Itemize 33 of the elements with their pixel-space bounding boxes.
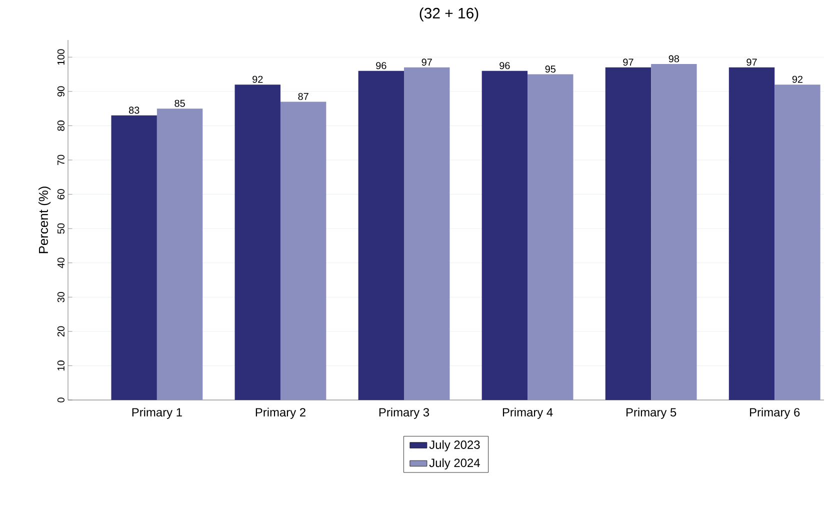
data-label: 95 <box>545 66 556 73</box>
x-tick-label: Primary 5 <box>626 408 676 419</box>
data-label: 97 <box>746 58 757 66</box>
y-tick-label: 90 <box>57 86 64 96</box>
legend-label: July 2024 <box>429 458 480 470</box>
y-tick-label: 30 <box>57 292 64 302</box>
data-label: 97 <box>422 58 432 66</box>
data-label: 87 <box>298 92 308 100</box>
legend-label: July 2023 <box>429 440 480 452</box>
y-tick-label: 70 <box>57 154 64 166</box>
data-label: 96 <box>376 62 386 70</box>
data-label: 92 <box>792 76 802 83</box>
x-tick-label: Primary 3 <box>379 408 430 419</box>
y-tick-label: 100 <box>57 49 64 65</box>
chart-title: (32 + 16) <box>420 8 478 22</box>
y-tick-label: 60 <box>57 189 64 200</box>
data-label: 83 <box>128 106 140 114</box>
y-tick-label: 20 <box>57 326 64 336</box>
y-tick-label: 40 <box>57 258 64 268</box>
x-tick-label: Primary 1 <box>132 408 182 419</box>
x-tick-label: Primary 6 <box>750 408 800 419</box>
data-label: 92 <box>252 76 263 83</box>
data-label: 85 <box>174 100 185 107</box>
data-label: 98 <box>668 55 680 62</box>
y-tick-label: 80 <box>57 120 64 131</box>
y-tick-label: 50 <box>57 223 64 234</box>
data-label: 97 <box>623 58 634 66</box>
x-tick-label: Primary 2 <box>256 408 306 419</box>
y-tick-label: 10 <box>57 360 64 370</box>
x-tick-label: Primary 4 <box>502 408 553 419</box>
y-tick-label: 0 <box>57 398 64 402</box>
data-label: 96 <box>500 62 510 70</box>
y-axis-title: Percent (%) <box>38 186 51 254</box>
